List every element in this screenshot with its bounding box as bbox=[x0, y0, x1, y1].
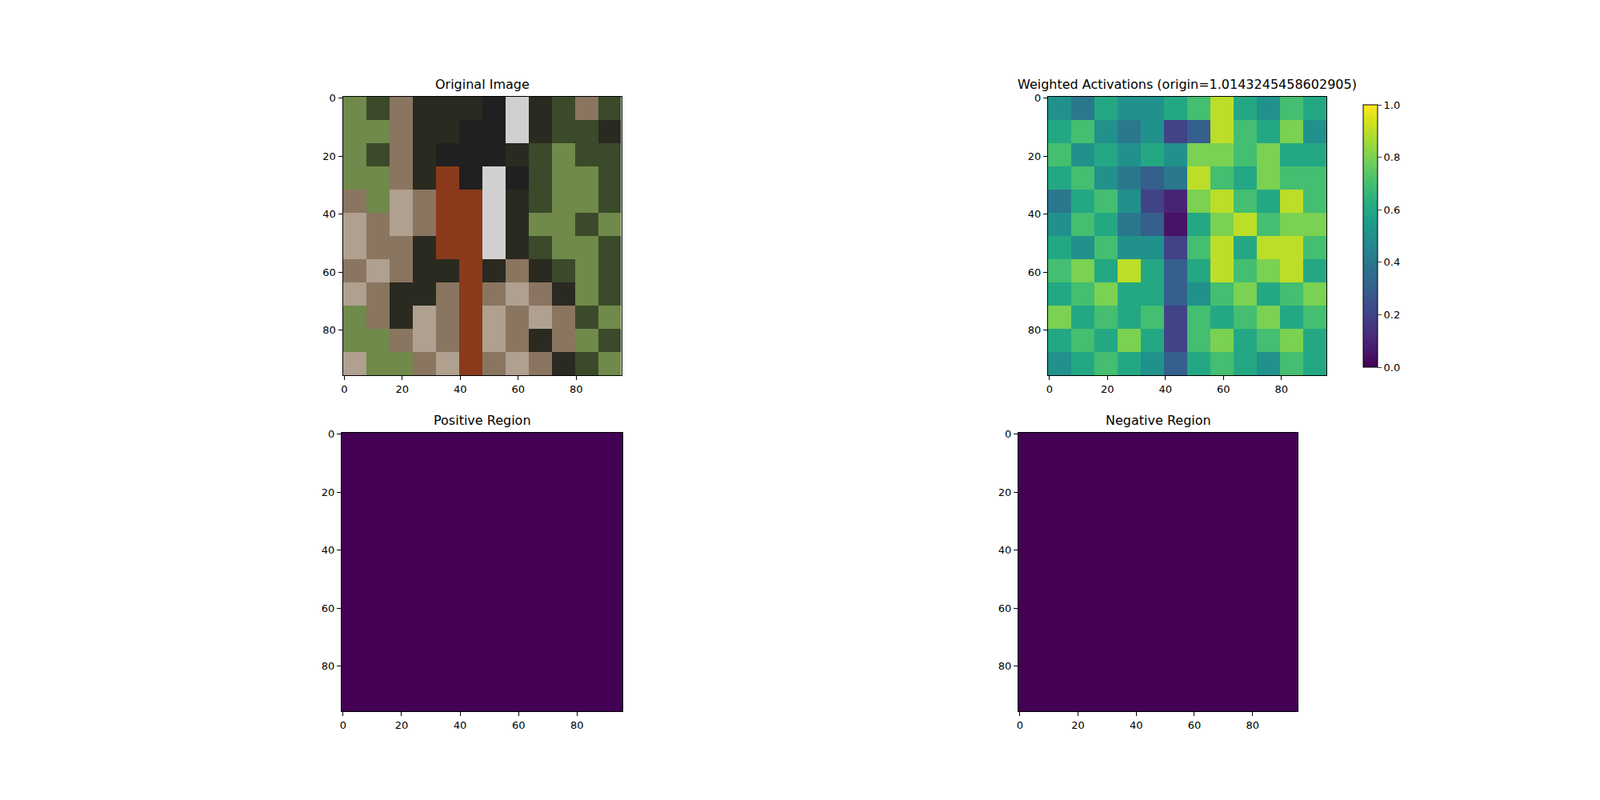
svg-text:20: 20 bbox=[1071, 719, 1085, 732]
svg-text:20: 20 bbox=[322, 150, 336, 163]
svg-text:40: 40 bbox=[1159, 383, 1173, 396]
svg-text:80: 80 bbox=[322, 324, 336, 336]
svg-text:0: 0 bbox=[340, 719, 347, 732]
svg-text:20: 20 bbox=[998, 486, 1012, 499]
svg-text:60: 60 bbox=[1216, 383, 1231, 396]
svg-text:Positive Region: Positive Region bbox=[433, 412, 532, 428]
svg-text:40: 40 bbox=[1129, 719, 1144, 732]
svg-text:Original Image: Original Image bbox=[435, 76, 530, 92]
svg-text:0: 0 bbox=[1034, 92, 1041, 104]
svg-text:0.0: 0.0 bbox=[1384, 361, 1401, 374]
svg-text:80: 80 bbox=[1245, 719, 1260, 732]
svg-text:0.8: 0.8 bbox=[1384, 151, 1401, 164]
svg-text:1.0: 1.0 bbox=[1384, 99, 1401, 112]
svg-text:60: 60 bbox=[512, 383, 526, 396]
svg-text:20: 20 bbox=[395, 719, 409, 732]
svg-text:0: 0 bbox=[329, 92, 336, 104]
svg-text:80: 80 bbox=[570, 719, 584, 732]
svg-text:40: 40 bbox=[322, 208, 336, 220]
svg-text:Negative Region: Negative Region bbox=[1105, 412, 1212, 428]
svg-text:40: 40 bbox=[453, 383, 468, 396]
svg-text:0: 0 bbox=[340, 383, 348, 396]
svg-text:20: 20 bbox=[1100, 383, 1115, 396]
svg-text:80: 80 bbox=[569, 383, 584, 396]
svg-text:60: 60 bbox=[1028, 266, 1042, 279]
svg-text:Weighted Activations (origin=1: Weighted Activations (origin=1.014324545… bbox=[1017, 76, 1357, 92]
svg-text:80: 80 bbox=[1275, 383, 1289, 396]
svg-text:0.2: 0.2 bbox=[1384, 308, 1401, 321]
svg-text:80: 80 bbox=[998, 660, 1012, 672]
svg-text:60: 60 bbox=[1188, 719, 1202, 732]
svg-text:40: 40 bbox=[453, 719, 468, 732]
svg-text:40: 40 bbox=[1028, 208, 1042, 220]
svg-text:80: 80 bbox=[1028, 324, 1042, 336]
svg-text:60: 60 bbox=[512, 719, 526, 732]
svg-text:80: 80 bbox=[321, 660, 336, 672]
svg-text:60: 60 bbox=[998, 602, 1012, 615]
svg-text:0.6: 0.6 bbox=[1384, 204, 1401, 216]
svg-text:0: 0 bbox=[1016, 719, 1024, 732]
svg-text:40: 40 bbox=[321, 544, 336, 556]
svg-text:0.4: 0.4 bbox=[1384, 256, 1401, 268]
svg-text:60: 60 bbox=[321, 602, 336, 615]
svg-text:20: 20 bbox=[1028, 150, 1042, 163]
svg-text:0: 0 bbox=[328, 428, 335, 440]
svg-text:40: 40 bbox=[998, 544, 1012, 556]
svg-text:20: 20 bbox=[321, 486, 336, 499]
svg-text:0: 0 bbox=[1046, 383, 1053, 396]
svg-text:20: 20 bbox=[396, 383, 410, 396]
svg-text:0: 0 bbox=[1004, 428, 1012, 440]
svg-text:60: 60 bbox=[322, 266, 336, 279]
